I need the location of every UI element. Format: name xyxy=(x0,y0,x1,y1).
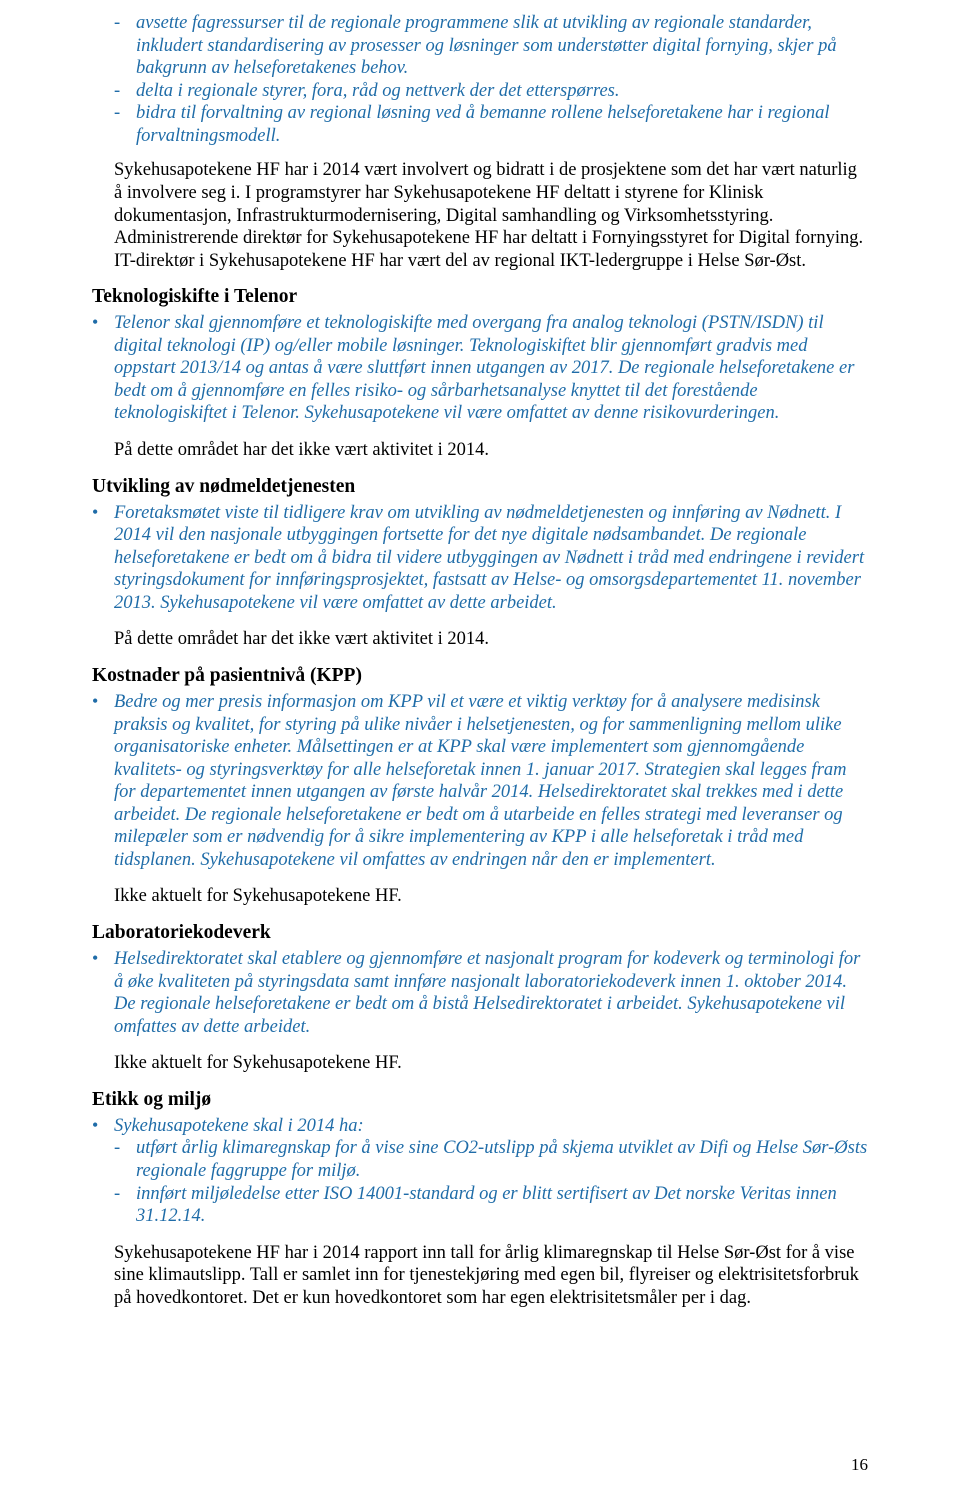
document-page: avsette fagressurser til de regionale pr… xyxy=(0,0,960,1507)
section-italic-bullet: Telenor skal gjennomføre et teknologiski… xyxy=(92,312,868,425)
section-italic-bullet: Helsedirektoratet skal etablere og gjenn… xyxy=(92,948,868,1038)
etikk-dash-list: utført årlig klimaregnskap for å vise si… xyxy=(114,1137,868,1227)
etikk-dash-item: utført årlig klimaregnskap for å vise si… xyxy=(114,1137,868,1182)
section-bullet-list: Sykehusapotekene skal i 2014 ha: utført … xyxy=(92,1115,868,1228)
section-heading-nodmelde: Utvikling av nødmeldetjenesten xyxy=(92,476,868,498)
section-heading-etikk: Etikk og miljø xyxy=(92,1089,868,1111)
etikk-lead-bullet: Sykehusapotekene skal i 2014 ha: utført … xyxy=(92,1115,868,1228)
section-body: Ikke aktuelt for Sykehusapotekene HF. xyxy=(114,1052,868,1075)
italic-text: Bedre og mer presis informasjon om KPP v… xyxy=(114,692,847,870)
page-number: 16 xyxy=(851,1455,868,1475)
section-heading-laboratoriekodeverk: Laboratoriekodeverk xyxy=(92,922,868,944)
section-body: På dette området har det ikke vært aktiv… xyxy=(114,439,868,462)
section-body: På dette området har det ikke vært aktiv… xyxy=(114,628,868,651)
section-bullet-list: Bedre og mer presis informasjon om KPP v… xyxy=(92,691,868,872)
section-bullet-list: Helsedirektoratet skal etablere og gjenn… xyxy=(92,948,868,1038)
etikk-body: Sykehusapotekene HF har i 2014 rapport i… xyxy=(114,1242,868,1310)
intro-dash-item: bidra til forvaltning av regional løsnin… xyxy=(114,102,868,147)
intro-dash-list: avsette fagressurser til de regionale pr… xyxy=(92,12,868,147)
italic-text: Foretaksmøtet viste til tidligere krav o… xyxy=(114,503,864,613)
intro-dash-item: delta i regionale styrer, fora, råd og n… xyxy=(114,80,868,103)
italic-text: Sykehusapotekene skal i 2014 ha: xyxy=(114,1116,364,1136)
italic-text: Helsedirektoratet skal etablere og gjenn… xyxy=(114,949,860,1037)
intro-dash-item: avsette fagressurser til de regionale pr… xyxy=(114,12,868,80)
section-heading-kpp: Kostnader på pasientnivå (KPP) xyxy=(92,665,868,687)
section-italic-bullet: Foretaksmøtet viste til tidligere krav o… xyxy=(92,502,868,615)
section-bullet-list: Foretaksmøtet viste til tidligere krav o… xyxy=(92,502,868,615)
etikk-dash-item: innført miljøledelse etter ISO 14001-sta… xyxy=(114,1183,868,1228)
section-body: Ikke aktuelt for Sykehusapotekene HF. xyxy=(114,885,868,908)
section-italic-bullet: Bedre og mer presis informasjon om KPP v… xyxy=(92,691,868,872)
italic-text: Telenor skal gjennomføre et teknologiski… xyxy=(114,313,854,423)
section-bullet-list: Telenor skal gjennomføre et teknologiski… xyxy=(92,312,868,425)
section-heading-teknologiskifte: Teknologiskifte i Telenor xyxy=(92,286,868,308)
intro-body-paragraph: Sykehusapotekene HF har i 2014 vært invo… xyxy=(114,159,868,272)
